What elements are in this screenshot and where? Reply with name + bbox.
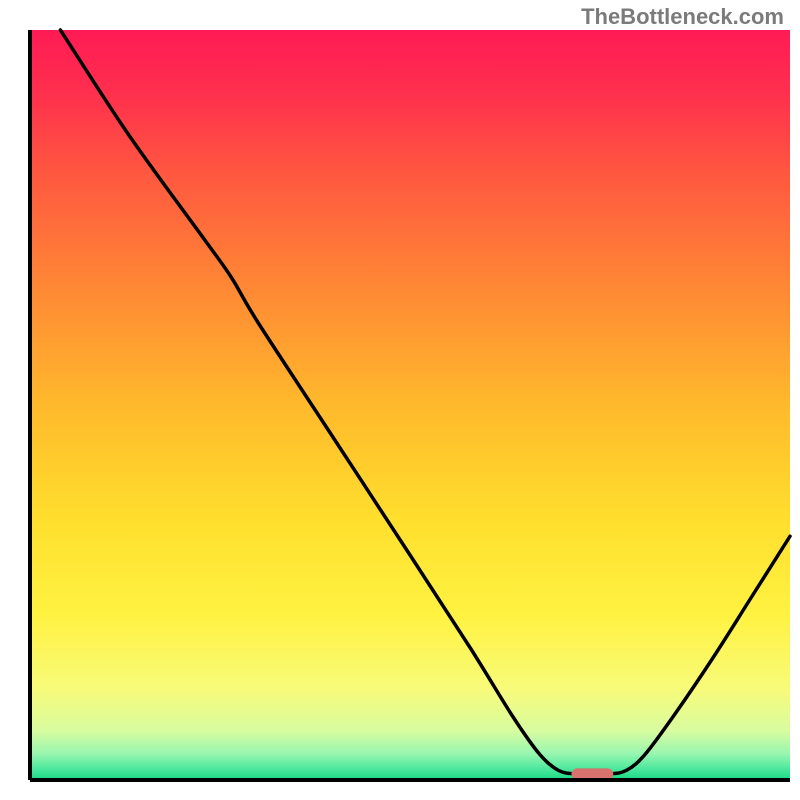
gradient-background [30, 30, 790, 780]
optimum-marker [572, 768, 614, 779]
chart-container: TheBottleneck.com [0, 0, 800, 800]
chart-svg [0, 0, 800, 800]
